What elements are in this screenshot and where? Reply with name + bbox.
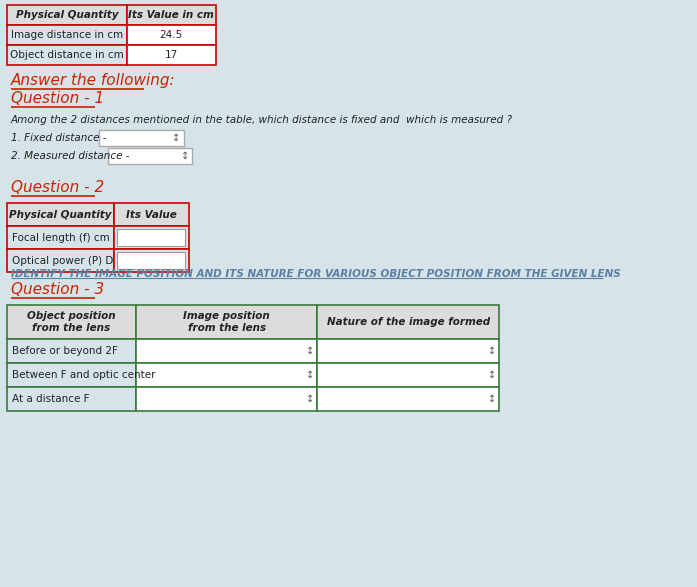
- Bar: [117, 229, 185, 246]
- Bar: [136, 339, 318, 363]
- Text: Object distance in cm: Object distance in cm: [10, 50, 124, 60]
- Text: ↕: ↕: [488, 394, 496, 404]
- Bar: [114, 249, 189, 272]
- Text: Focal length (f) cm: Focal length (f) cm: [12, 232, 109, 242]
- Text: Its Value: Its Value: [126, 210, 176, 220]
- Text: Physical Quantity: Physical Quantity: [9, 210, 112, 220]
- Text: At a distance F: At a distance F: [12, 394, 89, 404]
- Bar: [114, 203, 189, 226]
- Text: Physical Quantity: Physical Quantity: [16, 10, 118, 20]
- Text: ↕: ↕: [306, 394, 314, 404]
- Text: 17: 17: [164, 50, 178, 60]
- Bar: [318, 387, 499, 411]
- Bar: [127, 5, 215, 25]
- Bar: [127, 25, 215, 45]
- Text: ↕: ↕: [172, 133, 181, 143]
- Bar: [7, 226, 114, 249]
- Bar: [136, 363, 318, 387]
- Bar: [7, 5, 127, 25]
- Text: ↕: ↕: [488, 370, 496, 380]
- Text: Object position
from the lens: Object position from the lens: [27, 311, 116, 333]
- Bar: [100, 130, 183, 146]
- Text: 2. Measured distance -: 2. Measured distance -: [10, 151, 129, 161]
- Text: Between F and optic center: Between F and optic center: [12, 370, 155, 380]
- Text: ↕: ↕: [306, 370, 314, 380]
- Bar: [318, 339, 499, 363]
- Text: Image position
from the lens: Image position from the lens: [183, 311, 270, 333]
- Text: Image distance in cm: Image distance in cm: [11, 30, 123, 40]
- Text: Before or beyond 2F: Before or beyond 2F: [12, 346, 117, 356]
- Text: Question - 3: Question - 3: [10, 282, 104, 297]
- Bar: [7, 25, 127, 45]
- Bar: [7, 339, 136, 363]
- Text: Question - 2: Question - 2: [10, 180, 104, 195]
- Bar: [7, 387, 136, 411]
- Bar: [136, 305, 318, 339]
- Bar: [318, 305, 499, 339]
- Text: Optical power (P) D: Optical power (P) D: [12, 255, 113, 265]
- Bar: [117, 252, 185, 269]
- Bar: [127, 45, 215, 65]
- Bar: [136, 387, 318, 411]
- Bar: [7, 249, 114, 272]
- Bar: [108, 148, 192, 164]
- Text: ↕: ↕: [306, 346, 314, 356]
- Text: ↕: ↕: [181, 151, 190, 161]
- Text: Answer the following:: Answer the following:: [10, 73, 175, 88]
- Bar: [7, 203, 114, 226]
- Text: Nature of the image formed: Nature of the image formed: [327, 317, 490, 327]
- Bar: [7, 305, 136, 339]
- Text: IDENTIFY THE IMAGE POSITION AND ITS NATURE FOR VARIOUS OBJECT POSITION FROM THE : IDENTIFY THE IMAGE POSITION AND ITS NATU…: [10, 269, 620, 279]
- Text: Its Value in cm: Its Value in cm: [128, 10, 214, 20]
- Text: Among the 2 distances mentioned in the table, which distance is fixed and  which: Among the 2 distances mentioned in the t…: [10, 115, 512, 125]
- Text: ↕: ↕: [488, 346, 496, 356]
- Text: 1. Fixed distance -: 1. Fixed distance -: [10, 133, 106, 143]
- Text: 24.5: 24.5: [160, 30, 183, 40]
- Bar: [7, 45, 127, 65]
- Bar: [318, 363, 499, 387]
- Bar: [7, 363, 136, 387]
- Bar: [114, 226, 189, 249]
- Text: Question - 1: Question - 1: [10, 91, 104, 106]
